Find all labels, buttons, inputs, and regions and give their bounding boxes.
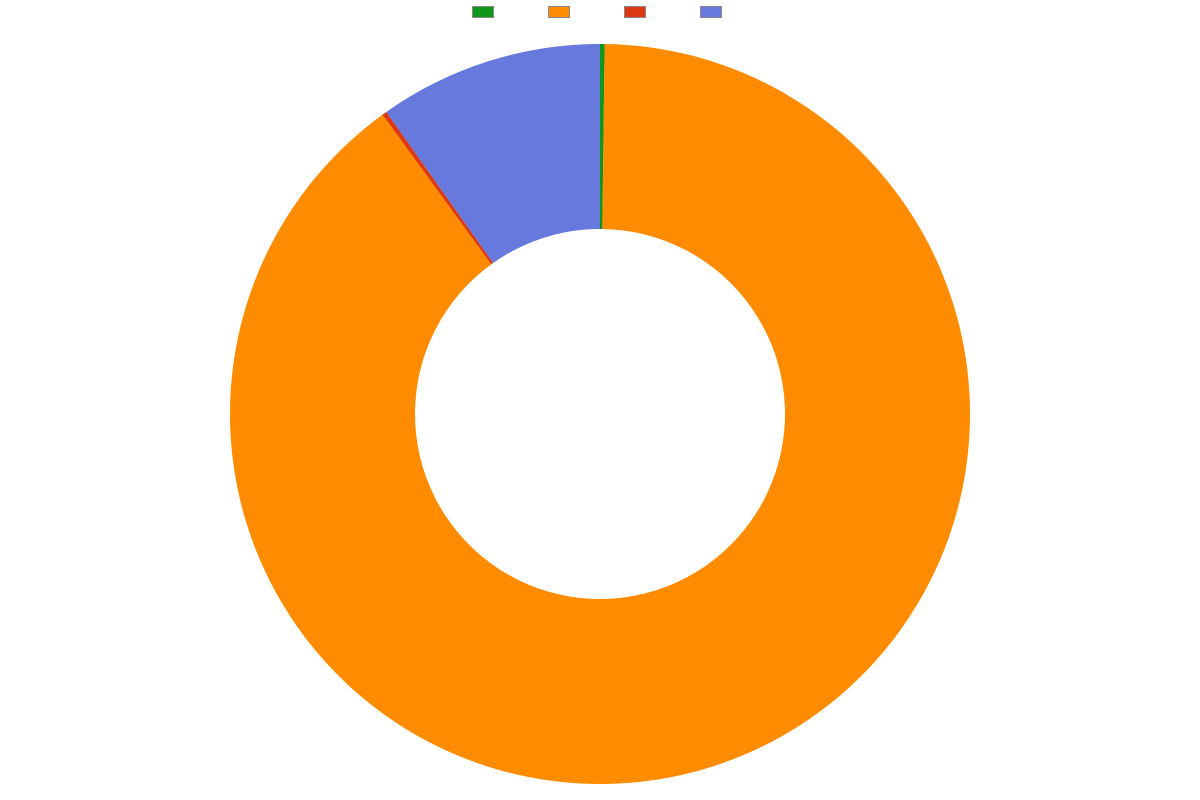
legend-swatch [624,6,646,18]
chart-container [0,0,1200,800]
legend-item[interactable] [548,6,576,18]
legend [0,6,1200,18]
legend-item[interactable] [472,6,500,18]
legend-item[interactable] [700,6,728,18]
legend-swatch [472,6,494,18]
donut-chart-wrap [0,28,1200,800]
legend-item[interactable] [624,6,652,18]
legend-swatch [700,6,722,18]
donut-chart [0,28,1200,800]
legend-swatch [548,6,570,18]
